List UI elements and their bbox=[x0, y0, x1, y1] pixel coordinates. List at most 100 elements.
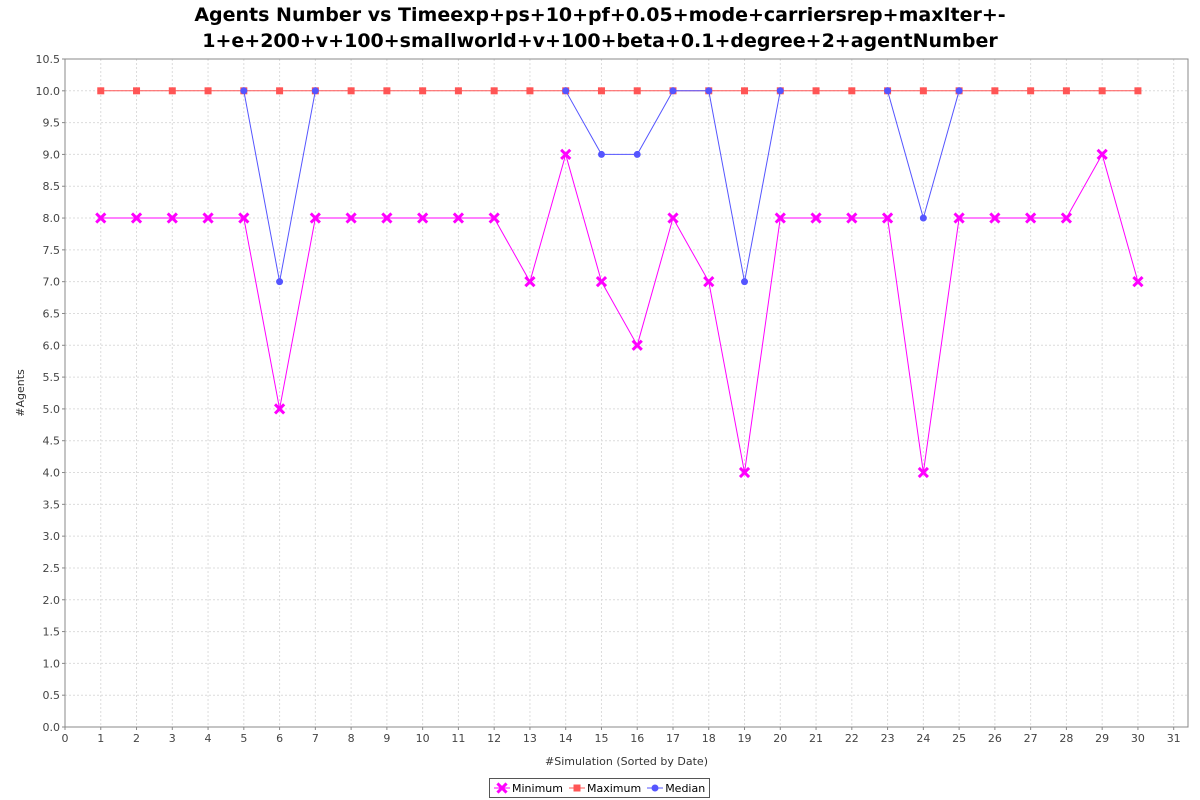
y-tick-label: 3.0 bbox=[43, 530, 61, 543]
data-point-minimum bbox=[560, 148, 572, 161]
data-point-minimum bbox=[703, 276, 715, 288]
data-point-minimum bbox=[595, 276, 608, 288]
data-point-median bbox=[669, 87, 677, 95]
chart-title-line-2: 1+e+200+v+100+smallworld+v+100+beta+0.1+… bbox=[202, 30, 998, 52]
x-tick-label: 3 bbox=[169, 732, 176, 745]
data-point-minimum bbox=[488, 212, 500, 224]
data-point-maximum bbox=[276, 87, 284, 95]
data-point-maximum bbox=[1098, 87, 1106, 95]
data-point-maximum bbox=[347, 87, 355, 95]
series-group bbox=[95, 87, 1144, 479]
data-point-maximum bbox=[419, 87, 427, 95]
data-point-maximum bbox=[597, 87, 605, 95]
data-point-minimum bbox=[309, 212, 321, 224]
x-tick-label: 2 bbox=[133, 732, 140, 745]
data-point-minimum bbox=[166, 212, 178, 224]
legend-label: Median bbox=[665, 781, 706, 795]
data-point-median bbox=[776, 87, 784, 95]
data-point-median bbox=[311, 87, 319, 95]
x-tick-label: 16 bbox=[630, 732, 644, 745]
x-tick-label: 6 bbox=[276, 732, 283, 745]
legend-item-minimum: Minimum bbox=[494, 782, 563, 795]
data-point-maximum bbox=[204, 87, 212, 95]
y-tick-label: 0.0 bbox=[43, 721, 61, 734]
data-point-maximum bbox=[168, 87, 176, 95]
data-point-minimum bbox=[810, 212, 822, 224]
y-tick-label: 4.0 bbox=[43, 467, 61, 480]
y-tick-label: 9.0 bbox=[43, 148, 61, 161]
y-tick-label: 6.5 bbox=[43, 307, 61, 320]
data-point-median bbox=[741, 278, 749, 286]
data-point-minimum bbox=[1096, 148, 1108, 161]
x-tick-label: 25 bbox=[952, 732, 966, 745]
data-point-maximum bbox=[1134, 87, 1142, 95]
data-point-maximum bbox=[812, 87, 820, 95]
y-tick-label: 2.5 bbox=[43, 562, 61, 575]
data-point-minimum bbox=[846, 212, 858, 224]
chart-title: Agents Number vs Timeexp+ps+10+pf+0.05+m… bbox=[0, 2, 1200, 54]
data-point-median bbox=[919, 214, 927, 222]
data-point-minimum bbox=[238, 212, 250, 224]
y-tick-label: 4.5 bbox=[43, 435, 61, 448]
x-tick-label: 31 bbox=[1167, 732, 1181, 745]
y-tick-label: 7.0 bbox=[43, 276, 61, 289]
data-point-minimum bbox=[738, 466, 751, 479]
data-point-minimum bbox=[917, 466, 929, 479]
x-tick-label: 11 bbox=[451, 732, 465, 745]
x-tick-label: 10 bbox=[416, 732, 430, 745]
y-tick-label: 0.5 bbox=[43, 689, 61, 702]
legend-marker bbox=[573, 784, 581, 792]
x-tick-label: 0 bbox=[62, 732, 69, 745]
data-point-maximum bbox=[383, 87, 391, 95]
data-point-minimum bbox=[881, 212, 894, 224]
data-point-minimum bbox=[95, 212, 107, 224]
x-tick-label: 13 bbox=[523, 732, 537, 745]
data-point-minimum bbox=[452, 212, 465, 224]
series-minimum bbox=[95, 148, 1144, 479]
x-tick-label: 20 bbox=[773, 732, 787, 745]
x-tick-label: 5 bbox=[240, 732, 247, 745]
data-point-minimum bbox=[1060, 212, 1073, 224]
legend-item-maximum: Maximum bbox=[568, 781, 642, 795]
legend-label: Maximum bbox=[586, 781, 642, 795]
data-point-minimum bbox=[1132, 276, 1144, 288]
y-tick-label: 2.0 bbox=[43, 594, 61, 607]
legend-swatch-minimum bbox=[494, 782, 510, 794]
legend-marker bbox=[651, 784, 659, 792]
data-point-minimum bbox=[631, 339, 643, 351]
data-point-minimum bbox=[667, 212, 679, 224]
x-tick-label: 22 bbox=[845, 732, 859, 745]
chart-title-line-1: Agents Number vs Timeexp+ps+10+pf+0.05+m… bbox=[194, 4, 1006, 26]
data-point-maximum bbox=[919, 87, 927, 95]
plot-area bbox=[64, 58, 1189, 728]
x-tick-label: 21 bbox=[809, 732, 823, 745]
data-point-minimum bbox=[524, 276, 536, 288]
x-tick-label: 19 bbox=[738, 732, 752, 745]
y-tick-label: 10.0 bbox=[36, 85, 61, 98]
legend-marker bbox=[496, 782, 508, 794]
data-point-maximum bbox=[97, 87, 105, 95]
x-tick-label: 29 bbox=[1095, 732, 1109, 745]
y-tick-label: 6.0 bbox=[43, 339, 61, 352]
data-point-median bbox=[884, 87, 892, 95]
data-point-maximum bbox=[454, 87, 462, 95]
data-point-median bbox=[955, 87, 963, 95]
data-point-minimum bbox=[130, 212, 143, 224]
y-tick-label: 7.5 bbox=[43, 244, 61, 257]
data-point-median bbox=[276, 278, 284, 286]
x-tick-label: 12 bbox=[487, 732, 501, 745]
x-tick-label: 26 bbox=[988, 732, 1002, 745]
y-axis-label: #Agents bbox=[14, 369, 27, 417]
x-tick-label: 24 bbox=[916, 732, 930, 745]
legend: Minimum Maximum Median bbox=[489, 778, 711, 798]
data-point-median bbox=[633, 150, 641, 158]
data-point-minimum bbox=[381, 212, 393, 224]
data-point-minimum bbox=[1025, 212, 1037, 224]
x-tick-label: 27 bbox=[1024, 732, 1038, 745]
x-axis-label: #Simulation (Sorted by Date) bbox=[545, 755, 708, 768]
x-tick-label: 30 bbox=[1131, 732, 1145, 745]
y-tick-label: 5.5 bbox=[43, 371, 61, 384]
series-line-minimum bbox=[100, 152, 1139, 473]
y-tick-label: 1.0 bbox=[43, 657, 61, 670]
